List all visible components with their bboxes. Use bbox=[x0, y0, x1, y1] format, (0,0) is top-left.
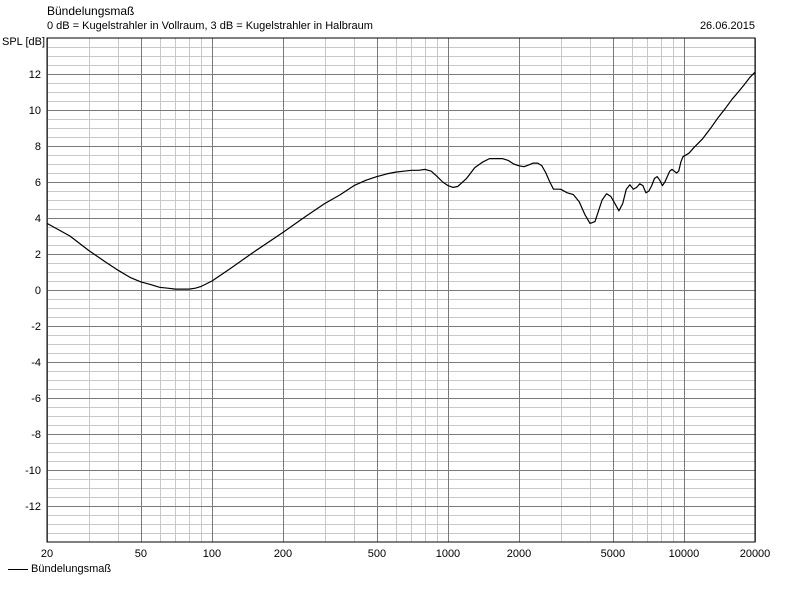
chart-subtitle: 0 dB = Kugelstrahler in Vollraum, 3 dB =… bbox=[47, 20, 373, 32]
legend-line-swatch bbox=[8, 568, 28, 570]
x-tick-label: 2000 bbox=[507, 548, 531, 560]
x-tick-label: 10000 bbox=[669, 548, 700, 560]
y-tick-label: -6 bbox=[31, 393, 41, 405]
y-tick-label: -10 bbox=[25, 465, 41, 477]
x-tick-label: 100 bbox=[203, 548, 221, 560]
y-tick-label: 12 bbox=[29, 69, 41, 81]
x-tick-label: 500 bbox=[368, 548, 386, 560]
chart-date: 26.06.2015 bbox=[699, 20, 755, 32]
grid bbox=[47, 38, 756, 542]
plot-frame bbox=[46, 37, 756, 543]
y-tick-label: 2 bbox=[35, 249, 41, 261]
legend-label: Bündelungsmaß bbox=[31, 563, 112, 575]
y-tick-label: 8 bbox=[35, 141, 41, 153]
x-tick-label: 50 bbox=[135, 548, 147, 560]
x-tick-label: 5000 bbox=[601, 548, 625, 560]
x-tick-label: 1000 bbox=[436, 548, 460, 560]
x-tick-label: 20000 bbox=[740, 548, 771, 560]
series-layer bbox=[46, 71, 756, 290]
y-tick-label: 4 bbox=[35, 213, 41, 225]
series-line bbox=[46, 71, 756, 290]
y-tick-label: 10 bbox=[29, 105, 41, 117]
x-tick-label: 200 bbox=[274, 548, 292, 560]
y-tick-label: 6 bbox=[35, 177, 41, 189]
legend: Bündelungsmaß bbox=[8, 563, 111, 575]
x-tick-label: 20 bbox=[41, 548, 53, 560]
y-tick-label: -4 bbox=[31, 357, 41, 369]
y-tick-label: 0 bbox=[35, 285, 41, 297]
y-tick-label: -12 bbox=[25, 501, 41, 513]
y-tick-label: -2 bbox=[31, 321, 41, 333]
chart-title: Bündelungsmaß bbox=[47, 4, 135, 18]
y-tick-label: -8 bbox=[31, 429, 41, 441]
y-axis-label: SPL [dB] bbox=[2, 36, 46, 48]
axis-ticks: 20 50 100 200 500 1000 2000 5000 10000 20000-12-1… bbox=[25, 69, 770, 560]
